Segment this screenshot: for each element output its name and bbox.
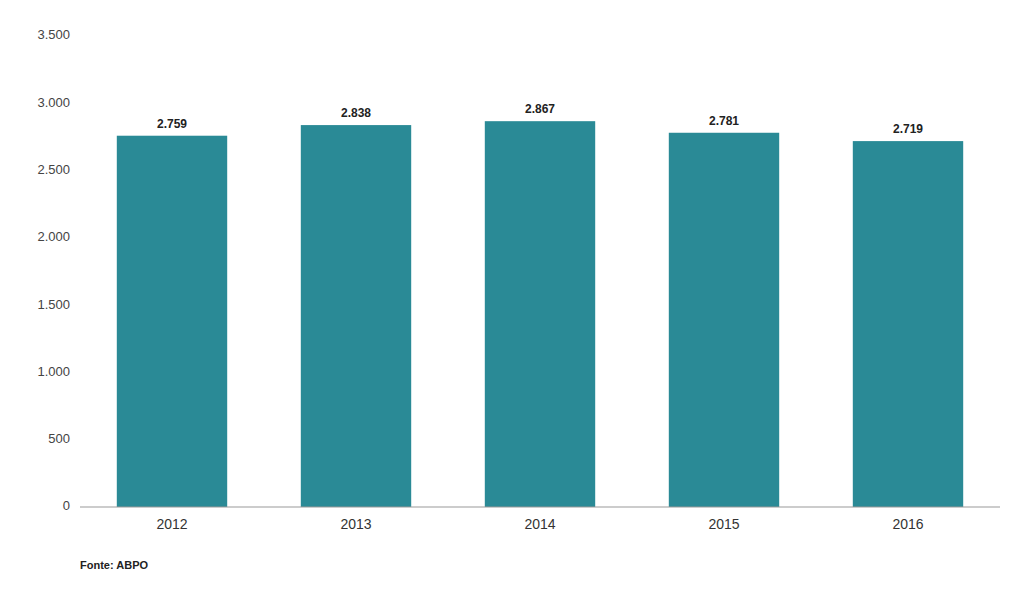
bar: [301, 125, 411, 507]
bar: [669, 133, 779, 507]
bar: [853, 141, 963, 507]
data-label: 2.867: [525, 102, 555, 116]
x-tick-label: 2013: [340, 516, 371, 532]
bar: [117, 136, 227, 507]
x-axis-line: [80, 507, 1000, 508]
y-tick-label: 3.000: [37, 95, 70, 110]
annotation: Fonte: ABPO: [80, 559, 148, 571]
y-tick-label: 3.500: [37, 27, 70, 42]
data-label: 2.838: [341, 106, 371, 120]
data-label: 2.719: [893, 122, 923, 136]
bars: [117, 121, 963, 507]
y-tick-label: 500: [48, 431, 70, 446]
data-label: 2.759: [157, 117, 187, 131]
bar: [485, 121, 595, 507]
x-tick-label: 2012: [156, 516, 187, 532]
chart-container: 0 500 1.000 1.500 2.000 2.500 3.000 3.500 2.759 2…: [0, 0, 1024, 591]
x-tick-label: 2015: [708, 516, 739, 532]
chart-svg: 0 500 1.000 1.500 2.000 2.500 3.000 3.500 2.759 2…: [0, 0, 1024, 591]
x-tick-label: 2016: [892, 516, 923, 532]
x-tick-label: 2014: [524, 516, 555, 532]
y-tick-label: 2.000: [37, 229, 70, 244]
data-label: 2.781: [709, 114, 739, 128]
y-tick-label: 0: [63, 498, 70, 513]
y-tick-label: 1.000: [37, 364, 70, 379]
y-tick-label: 2.500: [37, 162, 70, 177]
y-tick-label: 1.500: [37, 297, 70, 312]
